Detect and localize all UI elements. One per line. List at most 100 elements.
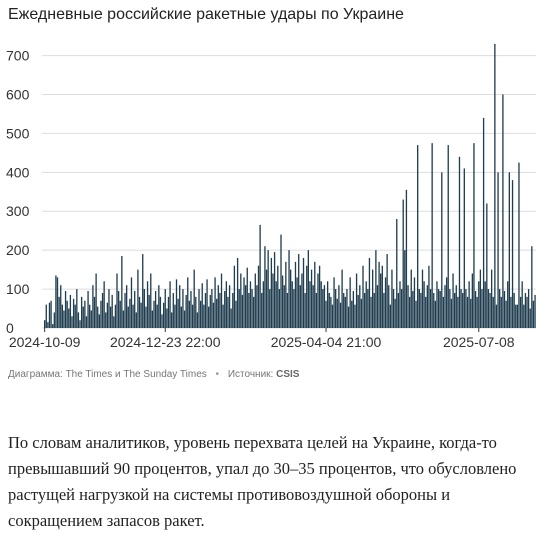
bar — [463, 168, 465, 328]
article-paragraph: По словам аналитиков, уровень перехвата … — [8, 433, 517, 530]
bar — [63, 310, 65, 328]
bar — [320, 281, 322, 328]
bar — [344, 296, 346, 328]
y-tick-label: 700 — [6, 48, 30, 64]
chart-title: Ежедневные российские ракетные удары по … — [8, 6, 404, 23]
bar — [408, 296, 411, 328]
bar — [386, 254, 388, 328]
bar — [470, 298, 472, 328]
bar — [471, 273, 474, 328]
bar — [171, 312, 173, 328]
x-tick-label: 2024-10-09 — [9, 334, 81, 350]
bar — [182, 289, 184, 328]
bar — [486, 203, 488, 328]
bar — [60, 285, 62, 328]
bar — [217, 285, 219, 328]
bar — [106, 302, 109, 328]
bar — [74, 304, 76, 328]
bar — [381, 265, 383, 328]
bar — [415, 300, 417, 328]
bar — [503, 291, 506, 328]
bar — [434, 300, 437, 328]
bar — [384, 277, 387, 328]
bar — [363, 292, 366, 328]
y-tick-label: 100 — [6, 281, 30, 297]
bar — [169, 281, 171, 328]
bar — [220, 273, 223, 328]
bar — [455, 285, 457, 328]
bar — [211, 289, 213, 328]
caption-source-label: Источник: — [227, 369, 274, 380]
bar — [140, 302, 142, 328]
bar — [367, 289, 369, 328]
bar — [249, 281, 252, 328]
bar — [240, 273, 242, 328]
bar — [48, 302, 51, 328]
caption-chart-source: The Times и The Sunday Times — [65, 369, 207, 380]
bar — [283, 285, 285, 328]
bar — [209, 294, 211, 328]
bar — [531, 246, 533, 328]
bar — [203, 304, 205, 328]
bar — [413, 277, 416, 328]
bar — [317, 273, 319, 328]
bar — [201, 283, 203, 328]
bar — [77, 312, 80, 328]
bar — [198, 289, 200, 328]
bar — [515, 304, 517, 328]
bar — [322, 289, 324, 328]
bar — [228, 285, 231, 328]
bar — [508, 172, 510, 328]
y-tick-label: 300 — [6, 203, 30, 219]
bar — [457, 296, 459, 328]
bar — [52, 324, 54, 328]
bar — [116, 273, 118, 328]
bar — [495, 304, 498, 328]
bar — [376, 285, 379, 328]
bar — [280, 234, 282, 328]
bar — [309, 281, 311, 328]
bar — [288, 250, 290, 328]
bar — [206, 279, 208, 328]
bar — [108, 289, 110, 328]
bar — [72, 298, 75, 328]
bar — [69, 294, 72, 328]
bar-layer — [44, 43, 536, 328]
bar — [225, 281, 228, 328]
bar — [204, 292, 207, 328]
bar — [482, 117, 485, 328]
y-axis-labels: 0 100 200 300 400 500 600 700 — [6, 48, 30, 336]
bar — [433, 292, 435, 328]
bar — [460, 289, 462, 328]
bar — [534, 294, 536, 328]
bar — [426, 285, 428, 328]
bar — [391, 269, 393, 328]
bar — [301, 273, 303, 328]
bar — [230, 308, 232, 328]
bar — [224, 291, 226, 328]
bar — [286, 292, 289, 328]
bar — [241, 294, 244, 328]
bar — [121, 256, 123, 328]
bar — [454, 292, 456, 328]
bar — [394, 298, 396, 328]
bar — [97, 306, 99, 328]
bar — [312, 285, 314, 328]
bar — [151, 310, 154, 328]
bar — [447, 145, 449, 328]
bar — [256, 285, 258, 328]
bar — [172, 292, 174, 328]
bar — [375, 250, 377, 328]
bar — [132, 304, 134, 328]
bar — [507, 281, 509, 328]
caption-source-link[interactable]: CSIS — [276, 369, 300, 380]
bar — [304, 292, 306, 328]
bar — [513, 292, 515, 328]
bar — [95, 273, 97, 328]
bar — [84, 300, 86, 328]
bar — [124, 292, 126, 328]
bar — [452, 273, 454, 328]
bar — [481, 289, 483, 328]
bar — [368, 257, 371, 328]
bar — [232, 292, 234, 328]
